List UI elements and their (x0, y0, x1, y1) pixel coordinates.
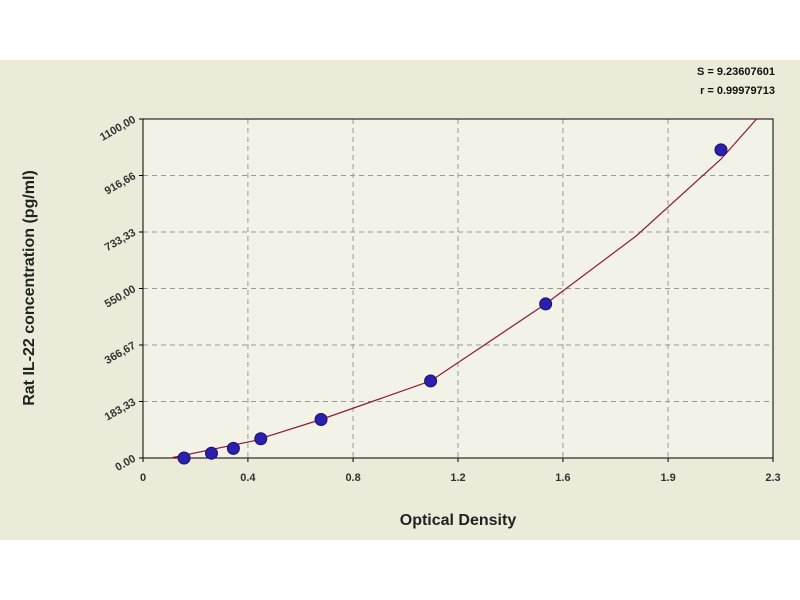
data-point (226, 441, 240, 455)
plot-frame (142, 118, 774, 459)
x-tick-label: 0.4 (240, 472, 256, 484)
data-point (539, 297, 553, 311)
x-axis-title: Optical Density (400, 512, 517, 529)
x-tick-label: 1.2 (450, 472, 465, 484)
data-point (314, 412, 328, 426)
x-tick-label: 1.9 (660, 472, 675, 484)
y-axis-title: Rat IL-22 concentration (pg/ml) (21, 170, 38, 406)
data-point (177, 451, 191, 465)
x-tick-label: 1.6 (555, 472, 570, 484)
x-tick-label: 0 (140, 472, 146, 484)
x-tick-label: 0.8 (345, 472, 360, 484)
data-point (204, 446, 218, 460)
x-tick-label: 2.3 (765, 472, 780, 484)
data-point (254, 432, 268, 446)
stat-s: S = 9.23607601 (697, 66, 775, 78)
data-point (424, 374, 438, 388)
stat-r: r = 0.99979713 (700, 85, 775, 97)
data-point (714, 143, 728, 157)
